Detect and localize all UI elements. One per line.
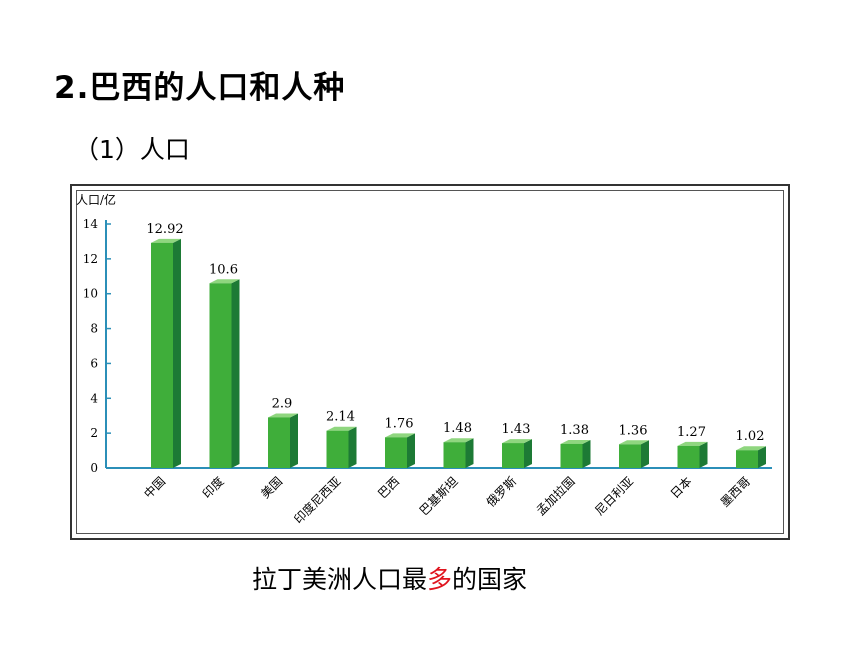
bar-value-label: 2.14 (326, 410, 355, 425)
x-tick-label: 俄罗斯 (484, 474, 519, 509)
y-tick-label: 14 (83, 217, 99, 231)
bar-side (231, 279, 240, 468)
x-tick-label: 巴基斯坦 (417, 474, 461, 518)
bar (560, 443, 583, 468)
bar-side (524, 439, 532, 468)
x-tick-label: 美国 (258, 474, 285, 501)
bar-top (385, 433, 415, 438)
bar-top (502, 439, 532, 444)
bar (209, 283, 232, 468)
bar-side (465, 438, 474, 468)
bar-value-label: 2.9 (272, 396, 293, 411)
bar-side (641, 440, 649, 468)
caption-before: 拉丁美洲人口最 (252, 565, 428, 594)
bar-value-label: 1.76 (385, 416, 414, 431)
bar-top (677, 441, 708, 446)
x-tick-label: 孟加拉国 (533, 474, 578, 519)
bar-value-label: 1.36 (619, 423, 648, 438)
y-tick-label: 4 (90, 391, 98, 405)
bar (677, 445, 700, 468)
bar-side (758, 446, 766, 468)
bar-top (209, 279, 240, 284)
bar (443, 442, 466, 468)
bar-side (173, 238, 181, 468)
x-tick-label: 日本 (668, 474, 695, 501)
caption-after: 的国家 (452, 565, 528, 594)
chart-inner-border (76, 190, 784, 534)
bar-side (290, 413, 298, 468)
chart-frame: 人口/亿 0 2 4 6 8 10 12 14 12.92 中国 10.6 印度 2.9 美国 2.14 印度尼… (70, 184, 790, 540)
bar-top (443, 438, 474, 443)
x-tick-label: 尼日利亚 (592, 474, 636, 518)
bar (385, 437, 407, 468)
bar-top (326, 426, 357, 431)
page-title: 2.巴西的人口和人种 (54, 70, 346, 106)
bar-value-label: 1.38 (560, 423, 589, 438)
caption-highlight: 多 (427, 565, 453, 594)
y-tick-label: 0 (90, 461, 98, 475)
bar (268, 417, 290, 468)
bar (619, 444, 641, 468)
section-subtitle: （1）人口 (74, 135, 190, 164)
y-tick-label: 6 (90, 356, 98, 370)
bar-side (407, 433, 415, 468)
bar-top (268, 413, 298, 418)
y-tick-label: 2 (90, 426, 98, 440)
bar-side (699, 441, 708, 468)
bar (502, 443, 524, 468)
bar (151, 242, 173, 468)
population-bar-chart: 人口/亿 0 2 4 6 8 10 12 14 12.92 中国 10.6 印度 2.9 美国 2.14 印度尼… (76, 192, 772, 527)
x-tick-label: 印度 (199, 474, 227, 502)
bar-value-label: 10.6 (209, 262, 238, 277)
bar-value-label: 1.27 (677, 425, 706, 440)
bar-value-label: 1.43 (502, 422, 531, 437)
bar-top (736, 446, 766, 451)
bar-side (348, 426, 357, 468)
bar (736, 450, 758, 468)
x-tick-label: 墨西哥 (718, 474, 753, 509)
y-tick-label: 12 (83, 252, 98, 266)
bar-top (619, 440, 649, 445)
x-tick-label: 巴西 (375, 474, 402, 501)
bar (326, 430, 349, 468)
y-axis-label: 人口/亿 (76, 192, 116, 207)
bar-side (582, 439, 591, 468)
bar-value-label: 1.02 (736, 429, 765, 444)
y-tick-label: 10 (83, 287, 98, 301)
bar-value-label: 12.92 (146, 222, 183, 237)
bar-top (560, 439, 591, 444)
x-tick-label: 印度尼西亚 (291, 474, 344, 527)
caption: 拉丁美洲人口最多的国家 (252, 560, 527, 596)
bar-value-label: 1.48 (443, 421, 472, 436)
bar-top (151, 238, 181, 243)
x-tick-label: 中国 (141, 474, 169, 502)
y-tick-label: 8 (90, 322, 98, 336)
